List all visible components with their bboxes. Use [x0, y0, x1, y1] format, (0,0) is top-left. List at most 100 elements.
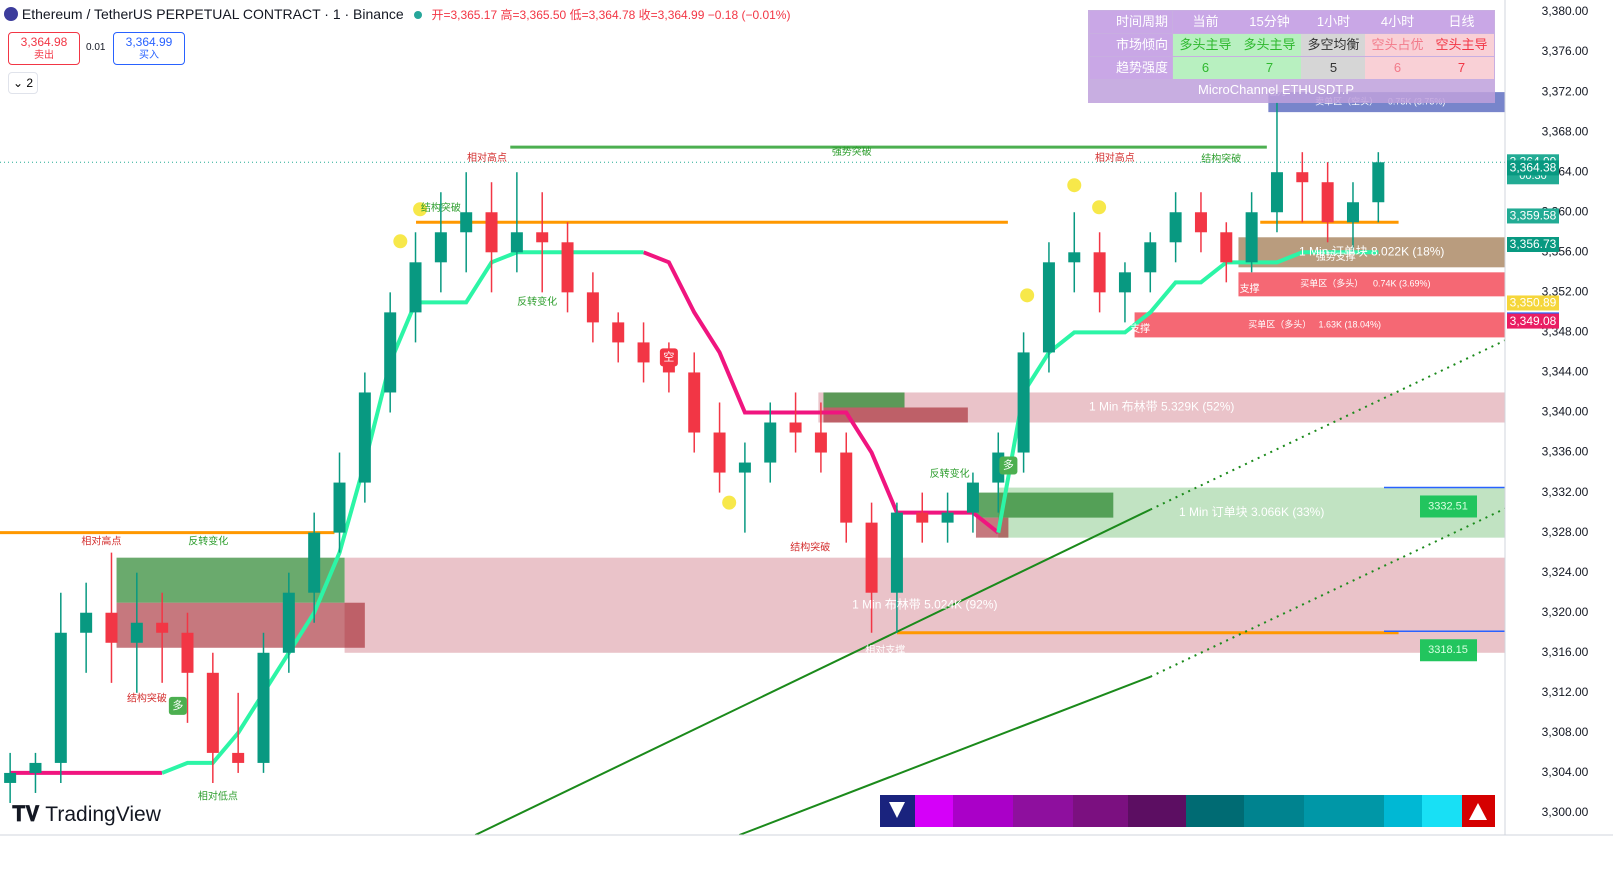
zone-label: 1 Min 布林带 5.329K (52%) [1089, 400, 1234, 414]
header: Ethereum / TetherUS PERPETUAL CONTRACT ·… [4, 6, 790, 23]
candle-body [713, 432, 726, 473]
panel-cell: 空头主导 [1429, 34, 1494, 56]
panel-cell: 市场倾向 [1090, 34, 1172, 56]
candle-body [181, 632, 194, 673]
spread: 0.01 [86, 42, 106, 53]
candle-body [358, 392, 371, 483]
zone [344, 557, 1506, 653]
candle-body [409, 262, 422, 313]
y-tick-label: 3,300.00 [1542, 805, 1589, 819]
candle-body [130, 622, 143, 643]
ohlc: 高=3,365.50 [500, 8, 567, 22]
annotation: 结构突破 [790, 540, 830, 553]
y-tick-label: 3,328.00 [1542, 525, 1589, 539]
candle-body [1296, 172, 1309, 183]
symbol[interactable]: Ethereum / TetherUS PERPETUAL CONTRACT ·… [21, 6, 404, 22]
candle-body [257, 652, 270, 763]
candle-body [105, 612, 118, 643]
zone [1238, 272, 1505, 297]
trend-panel: 时间周期 当前 15分钟 1小时 4小时 日线 市场倾向 多头主导 多头主导 多空均衡 空头占优 空头… [1088, 10, 1495, 103]
ohlc: 低=3,364.78 [569, 8, 636, 22]
candle-body [4, 772, 17, 783]
ohlc: 收=3,364.99 [638, 8, 705, 22]
candle-body [536, 232, 549, 243]
candle-body [460, 212, 473, 233]
y-tick-label: 3,324.00 [1542, 565, 1589, 579]
ohlc: 开=3,365.17 [431, 8, 498, 22]
annotation: 强势突破 [832, 145, 872, 158]
price-marker [1507, 295, 1559, 311]
buy-button[interactable]: 3,364.99 买入 [113, 32, 185, 65]
zone [823, 407, 968, 423]
y-tick-label: 3,352.00 [1542, 285, 1589, 299]
annotation: 结构突破 [127, 691, 167, 704]
zone [975, 492, 1114, 518]
candle-body [1194, 212, 1207, 233]
annotation: 相对高点 [467, 151, 507, 164]
signal-marker-label: 多 [1003, 457, 1014, 471]
indicators-toggle[interactable]: ⌄ 2 [8, 72, 38, 94]
signal-dot [722, 495, 737, 510]
candle-body [29, 762, 42, 773]
candle-body [789, 422, 802, 433]
candle-body [865, 522, 878, 593]
price-marker-label: 3,356.73 [1510, 237, 1557, 251]
candle-body [586, 292, 599, 323]
candle-body [1321, 182, 1334, 223]
panel-cell: 多空均衡 [1301, 34, 1366, 56]
logo-text: TradingView [45, 803, 161, 826]
candle-body [232, 752, 245, 763]
price-marker-label: 3,364.38 [1510, 161, 1557, 175]
price-marker-label: 3,350.89 [1510, 296, 1557, 310]
signal-marker [659, 348, 678, 367]
change: −0.18 (−0.01%) [707, 8, 791, 22]
trend-line-extension [1149, 507, 1506, 678]
panel-cell: 日线 [1429, 11, 1494, 33]
annotation: 相对低点 [198, 790, 238, 803]
candle-body [840, 452, 853, 523]
candle-body [54, 632, 67, 763]
panel-cell: 多头主导 [1237, 34, 1302, 56]
zone-label: 1 Min 订单块 3.066K (33%) [1179, 505, 1324, 519]
panel-cell: 趋势强度 [1090, 57, 1172, 79]
zone [823, 392, 905, 408]
annotation: 结构突破 [1201, 152, 1241, 165]
panel-cell: 6 [1173, 57, 1238, 79]
signal-marker [168, 696, 187, 715]
price-marker [1507, 236, 1559, 252]
candle-body [1093, 252, 1106, 293]
time-axis-bg [0, 835, 1613, 890]
indicators-count: 2 [26, 76, 34, 90]
sell-price: 3,364.98 [20, 35, 68, 49]
y-tick-label: 3,316.00 [1542, 645, 1589, 659]
badge [1420, 495, 1477, 518]
price-marker-label: 3,349.08 [1510, 314, 1557, 328]
zone-note: 0.74K (3.69%) [1373, 279, 1431, 289]
y-tick-label: 3,344.00 [1542, 365, 1589, 379]
y-tick-label: 3,336.00 [1542, 445, 1589, 459]
candle-body [561, 242, 574, 293]
zone-note: 1.63K (18.04%) [1319, 319, 1382, 329]
candle-body [1220, 232, 1233, 263]
annotation: 相对高点 [81, 534, 121, 547]
annotation: 结构突破 [421, 201, 461, 214]
signal-marker [999, 456, 1018, 475]
candle-body [1042, 262, 1055, 353]
trend-line [738, 675, 1151, 836]
signal-marker-label: 空 [663, 349, 674, 363]
panel-cell: 4小时 [1365, 11, 1430, 33]
annotation: 反转变化 [188, 534, 228, 547]
panel-cell: 7 [1429, 57, 1494, 79]
signal-dot [1092, 200, 1107, 215]
candle-body [206, 672, 219, 753]
candle-body [80, 612, 93, 633]
candle-body [966, 482, 979, 513]
panel-cell: 6 [1365, 57, 1430, 79]
sell-button[interactable]: 3,364.98 卖出 [8, 32, 80, 65]
y-tick-label: 3,304.00 [1542, 765, 1589, 779]
trend-line-extension [1149, 339, 1506, 511]
signal-dot [1020, 288, 1035, 303]
candle-body [688, 372, 701, 433]
